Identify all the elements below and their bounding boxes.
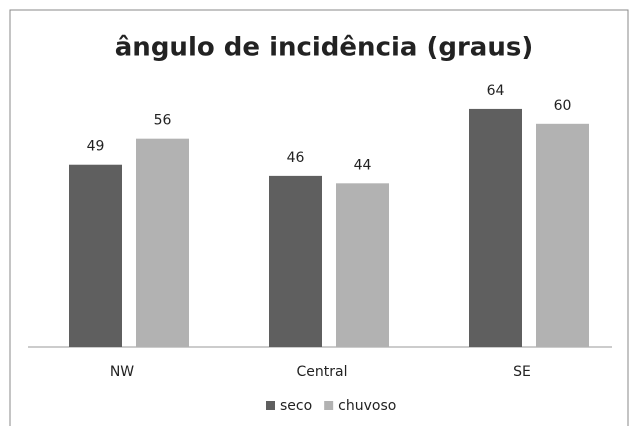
- chart-title: ângulo de incidência (graus): [115, 33, 533, 63]
- chart-frame: [9, 9, 629, 426]
- bar: [136, 138, 189, 347]
- data-label: 44: [354, 157, 372, 173]
- data-label: 46: [287, 150, 305, 166]
- x-tick-label: Central: [297, 364, 348, 380]
- bar: [269, 175, 322, 347]
- data-label: 56: [154, 113, 172, 129]
- data-label: 64: [487, 83, 505, 99]
- legend-swatch: [266, 401, 275, 410]
- data-label: 49: [87, 139, 105, 155]
- bar: [536, 123, 589, 347]
- legend-label: chuvoso: [338, 398, 396, 414]
- legend-label: seco: [280, 398, 312, 414]
- bar: [69, 164, 122, 347]
- x-tick-label: NW: [110, 364, 134, 380]
- bar: [469, 108, 522, 347]
- legend-swatch: [324, 401, 334, 410]
- data-label: 60: [554, 98, 572, 114]
- x-tick-label: SE: [513, 364, 531, 380]
- bar: [336, 183, 389, 347]
